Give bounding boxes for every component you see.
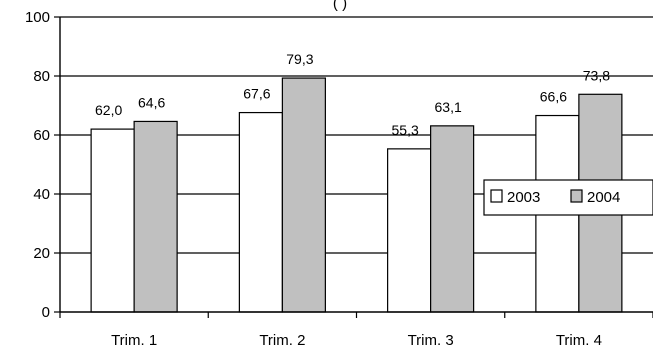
y-tick-label: 40 <box>33 186 50 203</box>
x-category-label: Trim. 2 <box>259 332 305 349</box>
legend-swatch-2004 <box>570 189 583 203</box>
bar-2004 <box>430 125 475 313</box>
data-label: 67,6 <box>243 86 270 102</box>
data-label: 62,0 <box>95 102 122 118</box>
legend-label: 2004 <box>587 189 620 206</box>
x-axis-category-labels: Trim. 1 Trim. 2 Trim. 3 Trim. 4 <box>111 332 602 349</box>
bar-2004 <box>281 77 326 313</box>
legend-label: 2003 <box>507 189 540 206</box>
axes <box>54 16 653 318</box>
y-tick-label: 80 <box>33 68 50 85</box>
data-label: 66,6 <box>540 89 567 105</box>
chart-title: ( ) <box>333 0 347 12</box>
y-tick-label: 20 <box>33 245 50 262</box>
y-tick-label: 0 <box>42 304 50 321</box>
legend-swatch-2003 <box>490 189 503 203</box>
bar-2003 <box>387 148 432 313</box>
x-category-label: Trim. 3 <box>408 332 454 349</box>
data-label: 55,3 <box>392 122 419 138</box>
y-axis-tick-labels: 0 20 40 60 80 100 <box>25 9 50 321</box>
data-label: 79,3 <box>286 51 313 67</box>
bar-2004 <box>133 120 178 313</box>
data-label: 64,6 <box>138 94 165 110</box>
x-category-label: Trim. 4 <box>556 332 602 349</box>
x-category-label: Trim. 1 <box>111 332 157 349</box>
legend-box <box>483 179 653 216</box>
data-label: 63,1 <box>435 99 462 115</box>
legend: 2003 2004 <box>483 179 653 216</box>
data-label: 73,8 <box>583 67 610 83</box>
y-tick-label: 100 <box>25 9 50 26</box>
bar-2003 <box>238 111 283 313</box>
y-tick-label: 60 <box>33 127 50 144</box>
bar-2003 <box>90 128 135 313</box>
data-labels: 62,0 64,6 67,6 79,3 55,3 63,1 66,6 73,8 <box>95 51 610 138</box>
